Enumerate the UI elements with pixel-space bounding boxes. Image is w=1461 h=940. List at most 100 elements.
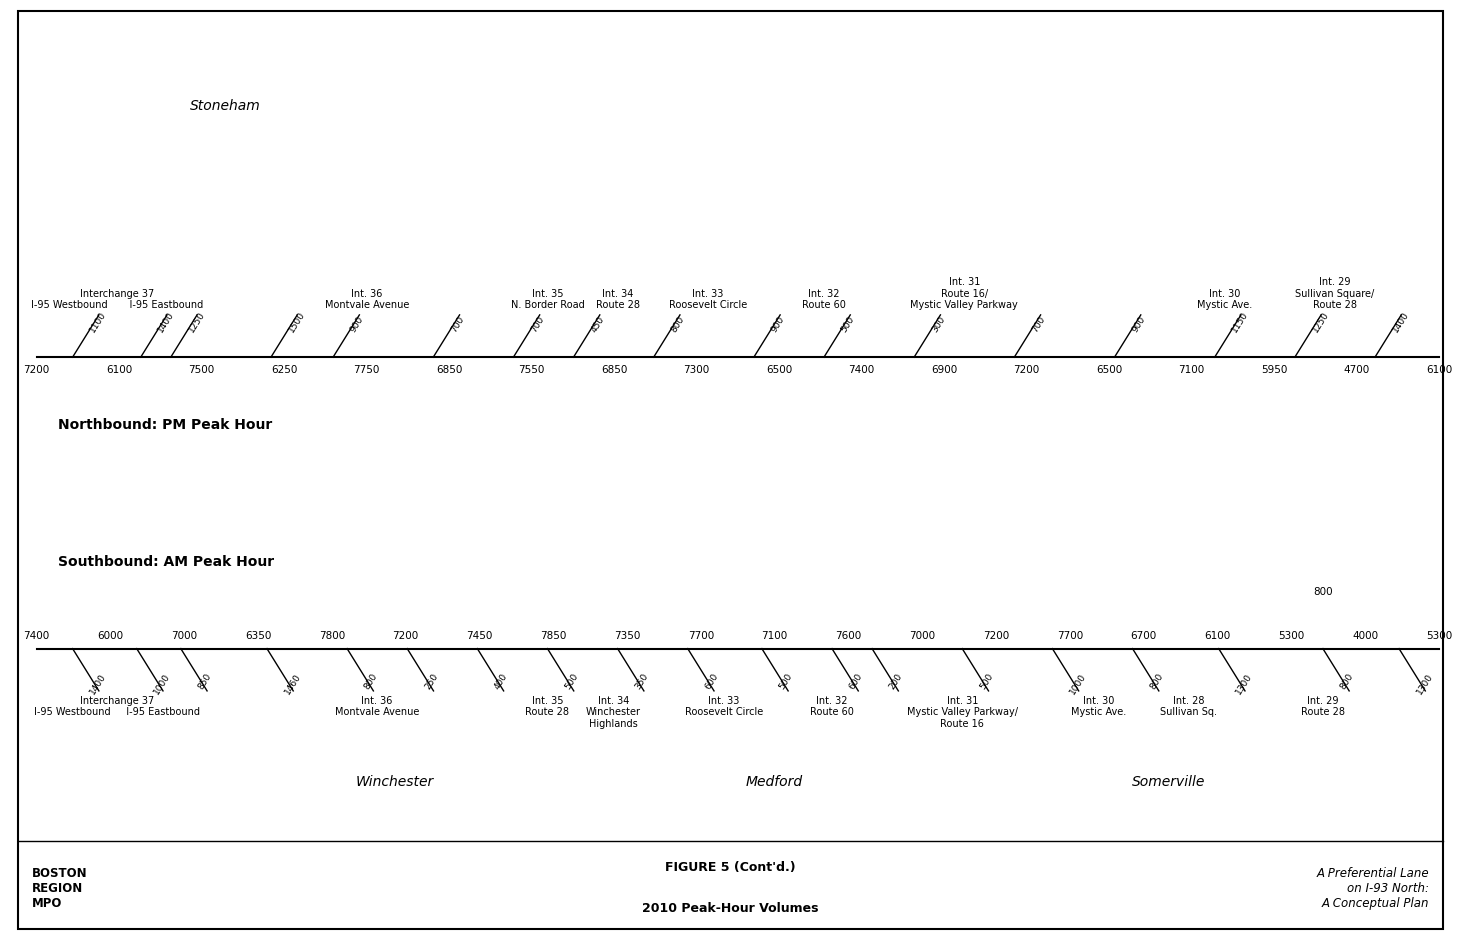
Text: 6250: 6250 bbox=[270, 365, 297, 375]
Text: 400: 400 bbox=[494, 672, 510, 691]
Text: Int. 30
Mystic Ave.: Int. 30 Mystic Ave. bbox=[1071, 696, 1126, 717]
Text: 1250: 1250 bbox=[1311, 310, 1331, 334]
Text: 6850: 6850 bbox=[435, 365, 462, 375]
Text: 500: 500 bbox=[840, 315, 856, 334]
Text: 850: 850 bbox=[197, 672, 213, 691]
Text: A Preferential Lane
on I-93 North:
A Conceptual Plan: A Preferential Lane on I-93 North: A Con… bbox=[1316, 867, 1429, 910]
Text: Int. 31
Route 16/
Mystic Valley Parkway: Int. 31 Route 16/ Mystic Valley Parkway bbox=[910, 277, 1018, 310]
Text: Int. 36
Montvale Avenue: Int. 36 Montvale Avenue bbox=[324, 289, 409, 310]
Text: Int. 34
Route 28: Int. 34 Route 28 bbox=[596, 289, 640, 310]
Text: 7700: 7700 bbox=[1056, 631, 1083, 641]
Text: 7750: 7750 bbox=[354, 365, 380, 375]
Text: 500: 500 bbox=[777, 672, 795, 691]
Text: 900: 900 bbox=[770, 315, 786, 334]
Text: 7200: 7200 bbox=[393, 631, 419, 641]
Text: Int. 30
Mystic Ave.: Int. 30 Mystic Ave. bbox=[1197, 289, 1252, 310]
Text: Int. 34
Winchester
Highlands: Int. 34 Winchester Highlands bbox=[586, 696, 641, 728]
Text: 1000: 1000 bbox=[1068, 672, 1088, 697]
Text: 7400: 7400 bbox=[849, 365, 875, 375]
Text: 7000: 7000 bbox=[909, 631, 935, 641]
Text: 600: 600 bbox=[847, 672, 865, 691]
Text: Winchester: Winchester bbox=[355, 776, 434, 790]
Text: 4000: 4000 bbox=[1353, 631, 1378, 641]
Text: Medford: Medford bbox=[745, 776, 804, 790]
Text: Int. 32
Route 60: Int. 32 Route 60 bbox=[809, 696, 853, 717]
Text: 7200: 7200 bbox=[983, 631, 1010, 641]
Text: 1400: 1400 bbox=[88, 672, 108, 696]
Text: 1500: 1500 bbox=[286, 309, 307, 334]
Text: Northbound: PM Peak Hour: Northbound: PM Peak Hour bbox=[58, 418, 273, 432]
Text: BOSTON
REGION
MPO: BOSTON REGION MPO bbox=[32, 867, 88, 910]
Text: 900: 900 bbox=[1131, 315, 1147, 334]
Text: Int. 36
Montvale Avenue: Int. 36 Montvale Avenue bbox=[335, 696, 419, 717]
Text: 6700: 6700 bbox=[1131, 631, 1157, 641]
Text: 5300: 5300 bbox=[1278, 631, 1305, 641]
Text: 6000: 6000 bbox=[98, 631, 123, 641]
Text: Int. 32
Route 60: Int. 32 Route 60 bbox=[802, 289, 846, 310]
Text: 200: 200 bbox=[888, 672, 904, 691]
Text: Interchange 37
I-95 Westbound     I-95 Eastbound: Interchange 37 I-95 Westbound I-95 Eastb… bbox=[34, 696, 200, 717]
Text: 500: 500 bbox=[564, 672, 580, 691]
Text: 1300: 1300 bbox=[1235, 672, 1255, 697]
Text: 5300: 5300 bbox=[1426, 631, 1452, 641]
Text: 6100: 6100 bbox=[1426, 365, 1452, 375]
Text: Stoneham: Stoneham bbox=[190, 99, 260, 113]
Text: 5950: 5950 bbox=[1261, 365, 1287, 375]
Text: 7800: 7800 bbox=[318, 631, 345, 641]
Text: 500: 500 bbox=[977, 672, 995, 691]
Text: 6850: 6850 bbox=[600, 365, 627, 375]
Text: 800: 800 bbox=[362, 672, 380, 691]
Text: 1400: 1400 bbox=[1391, 310, 1410, 334]
Text: 300: 300 bbox=[929, 315, 947, 334]
Text: 700: 700 bbox=[529, 315, 546, 334]
Text: 1000: 1000 bbox=[152, 672, 172, 697]
Text: 2010 Peak-Hour Volumes: 2010 Peak-Hour Volumes bbox=[643, 902, 818, 916]
Text: 800: 800 bbox=[669, 315, 687, 334]
Text: 7350: 7350 bbox=[614, 631, 640, 641]
Text: 7300: 7300 bbox=[684, 365, 710, 375]
Text: 6100: 6100 bbox=[105, 365, 131, 375]
Text: 1150: 1150 bbox=[1230, 309, 1251, 334]
Text: 600: 600 bbox=[704, 672, 720, 691]
Text: 700: 700 bbox=[449, 315, 466, 334]
Text: Int. 29
Sullivan Square/
Route 28: Int. 29 Sullivan Square/ Route 28 bbox=[1296, 277, 1375, 310]
Text: Int. 35
N. Border Road: Int. 35 N. Border Road bbox=[510, 289, 584, 310]
Text: 350: 350 bbox=[634, 672, 650, 691]
Text: 6350: 6350 bbox=[245, 631, 272, 641]
Text: 7550: 7550 bbox=[519, 365, 545, 375]
Text: 6900: 6900 bbox=[931, 365, 957, 375]
Text: 4700: 4700 bbox=[1344, 365, 1370, 375]
Text: 1460: 1460 bbox=[283, 672, 302, 696]
Text: 6100: 6100 bbox=[1204, 631, 1230, 641]
Text: Southbound: AM Peak Hour: Southbound: AM Peak Hour bbox=[58, 555, 275, 569]
Text: Int. 35
Route 28: Int. 35 Route 28 bbox=[526, 696, 570, 717]
Text: Int. 33
Roosevelt Circle: Int. 33 Roosevelt Circle bbox=[685, 696, 763, 717]
Text: 7700: 7700 bbox=[688, 631, 714, 641]
Text: 7100: 7100 bbox=[1179, 365, 1205, 375]
Text: 7500: 7500 bbox=[188, 365, 215, 375]
Text: Somerville: Somerville bbox=[1132, 776, 1205, 790]
Text: Int. 31
Mystic Valley Parkway/
Route 16: Int. 31 Mystic Valley Parkway/ Route 16 bbox=[907, 696, 1018, 728]
Text: Int. 29
Route 28: Int. 29 Route 28 bbox=[1300, 696, 1346, 717]
Text: 7100: 7100 bbox=[761, 631, 787, 641]
Text: 7450: 7450 bbox=[466, 631, 492, 641]
Text: 450: 450 bbox=[589, 315, 606, 334]
Text: 900: 900 bbox=[349, 315, 365, 334]
Text: 7850: 7850 bbox=[541, 631, 567, 641]
Text: 6500: 6500 bbox=[1096, 365, 1122, 375]
Text: 1100: 1100 bbox=[88, 309, 108, 334]
Text: 800: 800 bbox=[1313, 587, 1332, 597]
Text: Int. 28
Sullivan Sq.: Int. 28 Sullivan Sq. bbox=[1160, 696, 1217, 717]
Text: 1300: 1300 bbox=[1414, 672, 1435, 697]
Text: 7000: 7000 bbox=[171, 631, 197, 641]
Text: 800: 800 bbox=[1148, 672, 1164, 691]
Text: 7400: 7400 bbox=[23, 631, 50, 641]
Text: 250: 250 bbox=[424, 672, 440, 691]
Text: 7600: 7600 bbox=[836, 631, 862, 641]
Text: 6500: 6500 bbox=[766, 365, 792, 375]
Text: 7200: 7200 bbox=[1014, 365, 1040, 375]
Text: 800: 800 bbox=[1338, 672, 1356, 691]
Text: Interchange 37
I-95 Westbound       I-95 Eastbound: Interchange 37 I-95 Westbound I-95 Eastb… bbox=[31, 289, 203, 310]
Text: 700: 700 bbox=[1030, 315, 1048, 334]
Text: 1400: 1400 bbox=[156, 310, 177, 334]
